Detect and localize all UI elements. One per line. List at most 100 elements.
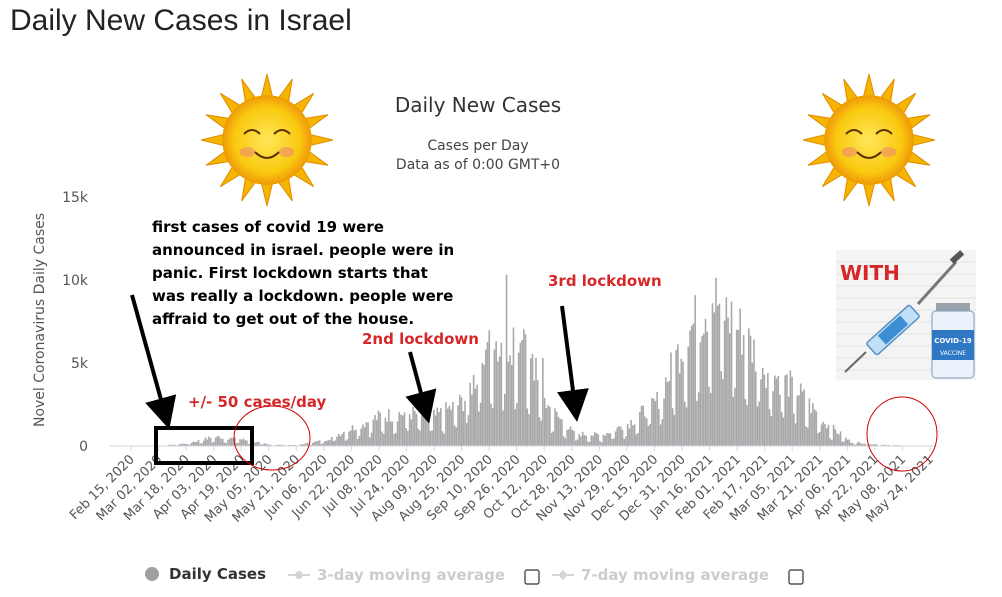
bar <box>585 435 587 446</box>
bar <box>661 419 664 446</box>
bar <box>760 379 762 446</box>
vial-sub-label: VACCINE <box>940 350 966 357</box>
bar <box>438 412 440 446</box>
bar <box>192 441 195 446</box>
bar <box>701 336 703 446</box>
bar <box>668 380 671 446</box>
bar <box>658 408 660 446</box>
bar <box>562 436 565 446</box>
bar <box>360 428 362 446</box>
bar <box>206 439 208 446</box>
bar <box>832 424 835 446</box>
first-cases-note: first cases of covid 19 were announced i… <box>152 218 454 328</box>
bar <box>723 320 726 446</box>
bar <box>863 443 866 446</box>
bar <box>355 429 357 446</box>
bar <box>199 443 202 446</box>
bar <box>881 444 883 446</box>
bar <box>246 440 248 446</box>
bar <box>419 430 421 446</box>
first-cases-line-1: first cases of covid 19 were <box>152 218 384 236</box>
bar <box>317 441 319 446</box>
bar <box>703 333 705 446</box>
bar <box>322 443 324 446</box>
bar <box>749 335 752 446</box>
bar <box>587 441 589 446</box>
bar <box>216 436 219 446</box>
bar <box>576 439 579 446</box>
bar <box>318 440 321 446</box>
bar <box>528 414 530 446</box>
bar <box>375 419 378 446</box>
bar <box>817 433 819 446</box>
bar <box>640 405 643 446</box>
bar <box>639 412 641 446</box>
bar <box>550 432 553 446</box>
bar <box>195 441 198 446</box>
bar <box>301 444 304 446</box>
bar <box>735 329 738 446</box>
bar <box>697 392 700 446</box>
bar <box>637 432 639 446</box>
chart-subtitle-1: Cases per Day <box>427 138 528 154</box>
bar <box>388 409 390 446</box>
bar <box>349 430 352 446</box>
bar <box>341 433 343 446</box>
legend-checkbox-3-day[interactable] <box>524 569 540 585</box>
page-title: Daily New Cases in Israel <box>10 4 352 37</box>
bar <box>642 405 645 446</box>
bar <box>365 422 368 446</box>
bar <box>431 430 433 446</box>
bar <box>569 426 572 446</box>
bar <box>782 417 785 446</box>
bar <box>727 317 729 446</box>
bar <box>412 406 414 446</box>
bar <box>547 405 549 446</box>
bar <box>424 408 426 446</box>
bar <box>704 318 707 446</box>
bar <box>429 430 432 446</box>
bar <box>235 443 238 446</box>
bar <box>306 442 309 446</box>
legend-checkbox-7-day[interactable] <box>788 569 804 585</box>
bar <box>561 419 563 446</box>
bar <box>652 398 655 446</box>
bar <box>247 443 250 446</box>
bar <box>194 441 196 446</box>
cases-per-day-note: +/- 50 cases/day <box>188 393 327 411</box>
bar <box>358 435 361 446</box>
legend-item-3-day-moving-average[interactable]: 3-day moving average <box>288 566 505 584</box>
bar <box>509 355 511 446</box>
bar <box>715 277 717 446</box>
bar <box>803 389 805 446</box>
bar <box>183 443 186 446</box>
bar <box>888 444 890 446</box>
bar <box>400 414 402 446</box>
bar <box>384 417 387 446</box>
bar <box>737 330 740 446</box>
bar <box>664 377 667 446</box>
bar <box>197 439 200 446</box>
bar <box>420 415 423 446</box>
bar <box>798 395 800 446</box>
bar <box>628 428 631 446</box>
bar <box>351 425 354 446</box>
bar <box>836 433 838 446</box>
bar <box>168 444 170 446</box>
bar <box>673 414 676 446</box>
bar <box>211 442 214 446</box>
bar <box>446 408 449 446</box>
bar <box>716 305 719 446</box>
y-tick-label: 5k <box>71 356 89 372</box>
bar <box>626 424 629 446</box>
bar <box>625 436 627 446</box>
bar <box>220 439 222 446</box>
legend-item-7-day-moving-average[interactable]: 7-day moving average <box>552 566 769 584</box>
y-tick-label: 0 <box>79 439 88 455</box>
bar <box>204 437 207 446</box>
bar <box>765 388 767 446</box>
bar <box>838 434 840 446</box>
red-circle-low-cases-2020 <box>233 405 311 471</box>
legend-item-daily-cases[interactable]: Daily Cases <box>145 565 266 583</box>
bar <box>846 439 849 446</box>
